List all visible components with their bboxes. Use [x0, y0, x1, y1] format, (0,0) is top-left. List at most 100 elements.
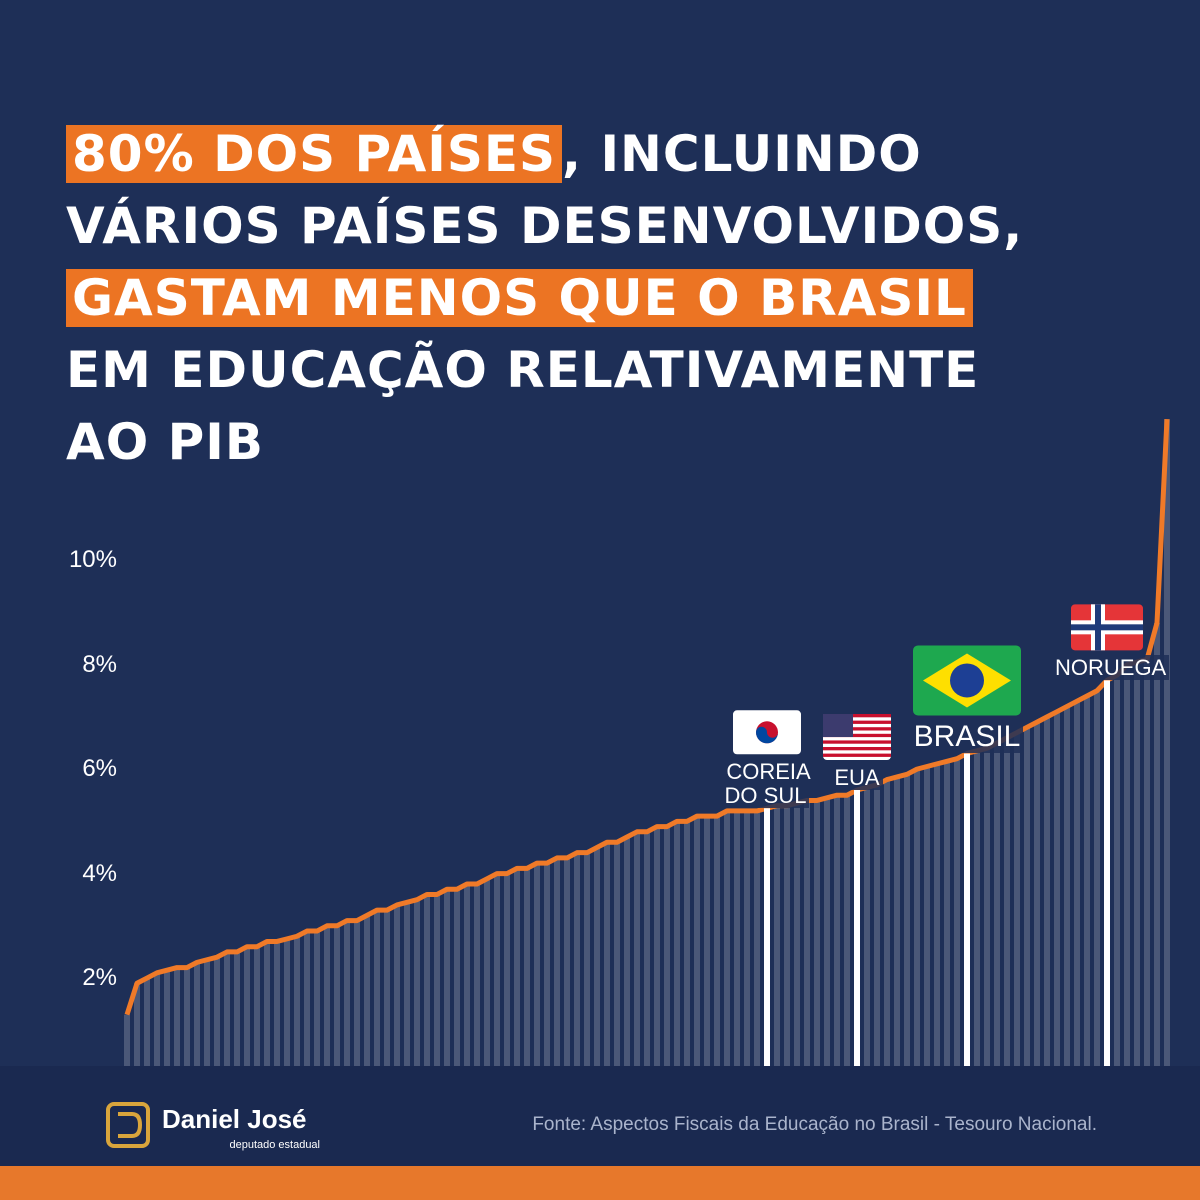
bar [454, 889, 460, 1066]
bar [414, 899, 420, 1066]
bar [824, 797, 830, 1066]
bar [1044, 716, 1050, 1066]
bar [134, 983, 140, 1066]
bar [324, 925, 330, 1066]
bar [634, 831, 640, 1066]
bar [1144, 659, 1150, 1066]
logo [106, 1102, 150, 1148]
bar [254, 946, 260, 1066]
y-tick-label: 2% [82, 964, 117, 992]
bar [724, 810, 730, 1066]
bar [1084, 695, 1090, 1066]
bar [1164, 419, 1170, 1067]
brand: Daniel José [162, 1104, 307, 1134]
country-label: NORUEGA [1052, 655, 1170, 681]
bar [524, 868, 530, 1066]
bar [684, 821, 690, 1066]
bar [994, 743, 1000, 1066]
bar [704, 816, 710, 1066]
bar [264, 941, 270, 1066]
bar [314, 931, 320, 1066]
bar [844, 795, 850, 1066]
y-tick-label: 10% [69, 546, 117, 574]
flag-stripe [823, 753, 891, 757]
country-label-text: COREIA DO SUL [723, 759, 811, 809]
bar [1024, 727, 1030, 1066]
bar [714, 816, 720, 1066]
bar [394, 904, 400, 1066]
bar [374, 910, 380, 1066]
y-tick-label-text: 2% [82, 964, 117, 992]
title-highlight: GASTAM MENOS QUE O BRASIL [66, 269, 973, 327]
bar [664, 826, 670, 1066]
bar [944, 761, 950, 1066]
flag-canton [823, 714, 853, 738]
y-tick-label: 6% [82, 755, 117, 783]
bar [504, 873, 510, 1066]
brand-subtitle: deputado estadual [229, 1139, 320, 1151]
flag-stripe [823, 747, 891, 751]
bar [384, 910, 390, 1066]
y-tick-label-text: 4% [82, 859, 117, 887]
bar [884, 779, 890, 1066]
bar [1004, 737, 1010, 1066]
bar [234, 951, 240, 1066]
bar [294, 936, 300, 1066]
title: 80% DOS PAÍSES, INCLUINDO VÁRIOS PAÍSES … [66, 118, 1023, 478]
bar [184, 967, 190, 1066]
country-label-text: BRASIL [910, 720, 1024, 754]
title-highlight: 80% DOS PAÍSES [66, 125, 563, 183]
bar [1034, 722, 1040, 1066]
bar [474, 884, 480, 1066]
bar [1114, 675, 1120, 1066]
bar [914, 769, 920, 1066]
bar [444, 889, 450, 1066]
bar [1014, 732, 1020, 1066]
bar [974, 750, 980, 1066]
bar [534, 863, 540, 1066]
bar [204, 959, 210, 1066]
flag [823, 714, 891, 761]
flag-stripe [823, 714, 891, 718]
country-label-text: EUA [831, 765, 883, 790]
bar [874, 784, 880, 1066]
bar [644, 831, 650, 1066]
bar [1074, 701, 1080, 1066]
flag-stripe [823, 733, 891, 738]
title-text: VÁRIOS PAÍSES DESENVOLVIDOS, [66, 197, 1024, 255]
title-text: , INCLUINDO [562, 125, 922, 183]
bar [194, 962, 200, 1066]
bar [464, 884, 470, 1066]
y-tick-label: 4% [82, 860, 117, 888]
bar [274, 941, 280, 1066]
bar [744, 810, 750, 1066]
flag-cross [1071, 624, 1143, 631]
bar [674, 821, 680, 1066]
bar [154, 972, 160, 1066]
bar [1124, 664, 1130, 1066]
bar [584, 852, 590, 1066]
bar [244, 946, 250, 1066]
flag-globe [950, 663, 984, 698]
flag-stripe [823, 740, 891, 744]
bar [814, 800, 820, 1066]
country-label-text: NORUEGA [1052, 655, 1170, 681]
bar [894, 776, 900, 1066]
bar [934, 763, 940, 1066]
bar [304, 931, 310, 1066]
bar [224, 951, 230, 1066]
bar [554, 857, 560, 1066]
bar [344, 920, 350, 1066]
bar [864, 787, 870, 1066]
bar [604, 842, 610, 1066]
bar [694, 816, 700, 1066]
y-tick-label-text: 8% [82, 650, 117, 678]
bar [624, 837, 630, 1066]
bar [904, 774, 910, 1066]
bar [594, 847, 600, 1066]
bar [1054, 711, 1060, 1066]
bar [484, 878, 490, 1066]
title-text: EM EDUCAÇÃO RELATIVAMENTE [66, 341, 980, 399]
bar [284, 938, 290, 1066]
